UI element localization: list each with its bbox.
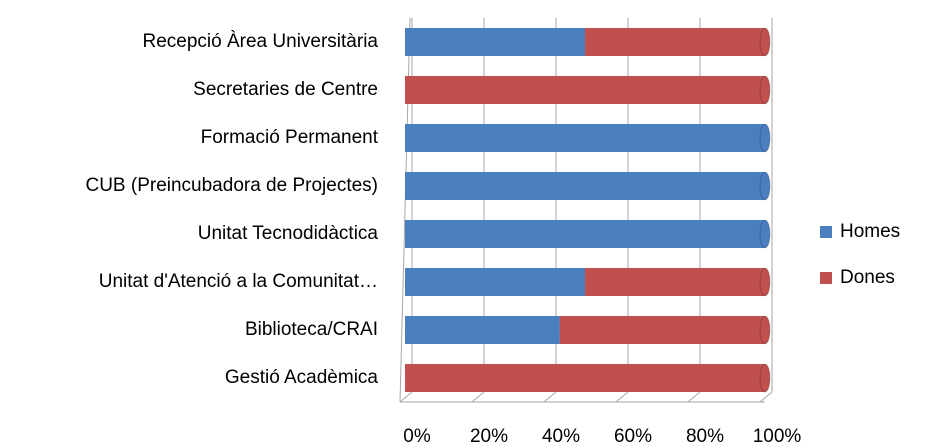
bar-cap bbox=[759, 75, 771, 105]
grid-line bbox=[399, 391, 413, 403]
legend-label: Dones bbox=[840, 267, 895, 288]
grid-line bbox=[471, 391, 485, 403]
y-tick-label: Gestió Acadèmica bbox=[225, 367, 379, 388]
y-tick-label: Secretaries de Centre bbox=[193, 79, 378, 100]
bar-shade bbox=[405, 268, 585, 296]
bar-shade bbox=[405, 316, 560, 344]
bar-shade bbox=[405, 364, 765, 392]
x-tick-label: 40% bbox=[542, 426, 580, 447]
bar-cap bbox=[759, 27, 771, 57]
bar-shade bbox=[405, 220, 765, 248]
bar-shade bbox=[405, 76, 765, 104]
grid-line bbox=[687, 391, 701, 403]
grid-line bbox=[615, 391, 629, 403]
bar-shade bbox=[559, 316, 765, 344]
bar-cap bbox=[759, 123, 771, 153]
x-tick-label: 100% bbox=[753, 426, 802, 447]
legend-swatch bbox=[820, 226, 832, 238]
grid-line bbox=[543, 391, 557, 403]
x-tick-label: 80% bbox=[686, 426, 724, 447]
bar-shade bbox=[585, 28, 765, 56]
y-tick-label: Unitat Tecnodidàctica bbox=[198, 223, 379, 244]
axis-wall bbox=[399, 17, 411, 403]
y-tick-label: Formació Permanent bbox=[201, 127, 379, 148]
bar-shade bbox=[405, 124, 765, 152]
bar-cap bbox=[759, 315, 771, 345]
y-tick-label: CUB (Preincubadora de Projectes) bbox=[85, 175, 378, 196]
grid-line bbox=[759, 391, 773, 403]
bar-shade bbox=[405, 172, 765, 200]
x-tick-label: 0% bbox=[403, 426, 431, 447]
legend-label: Homes bbox=[840, 221, 900, 242]
bar-cap bbox=[759, 171, 771, 201]
y-tick-label: Unitat d'Atenció a la Comunitat… bbox=[99, 271, 378, 292]
bar-cap bbox=[759, 219, 771, 249]
legend-swatch bbox=[820, 272, 832, 284]
bar-cap bbox=[759, 363, 771, 393]
y-tick-label: Biblioteca/CRAI bbox=[245, 319, 378, 340]
x-tick-label: 60% bbox=[614, 426, 652, 447]
y-tick-label: Recepció Àrea Universitària bbox=[143, 31, 379, 52]
bar-cap bbox=[759, 267, 771, 297]
bar-shade bbox=[585, 268, 765, 296]
bar-shade bbox=[405, 28, 585, 56]
x-tick-label: 20% bbox=[470, 426, 508, 447]
